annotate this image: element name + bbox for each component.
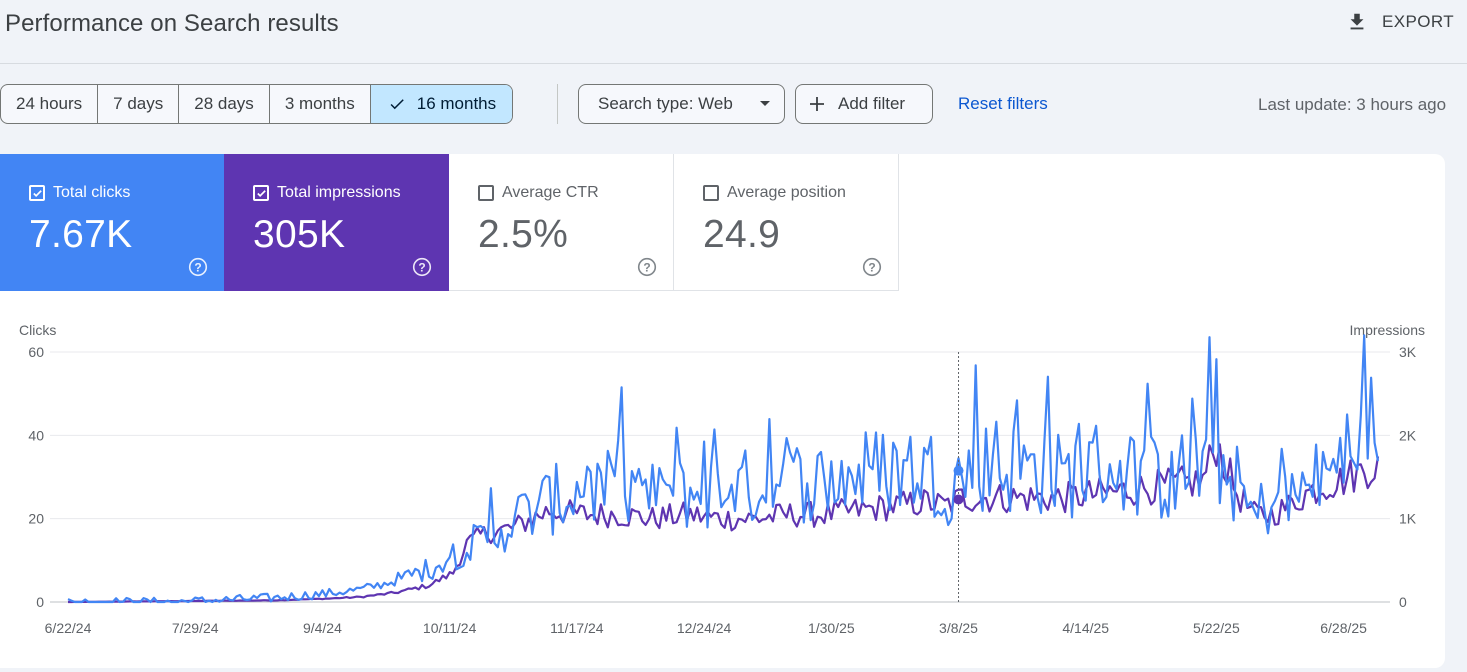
svg-text:?: ? bbox=[643, 260, 650, 274]
range-16-months[interactable]: 16 months bbox=[370, 85, 513, 123]
x-tick-label: 7/29/24 bbox=[172, 620, 219, 636]
impressions-hover-dot bbox=[953, 494, 964, 505]
performance-card: Total clicks 7.67K ? Total impressions 3… bbox=[0, 154, 1445, 668]
range-7-days[interactable]: 7 days bbox=[98, 85, 180, 123]
x-tick-label: 9/4/24 bbox=[303, 620, 342, 636]
metric-label: Total impressions bbox=[277, 184, 401, 201]
y-tick-label-left: 40 bbox=[28, 427, 44, 443]
checkbox-unchecked-icon[interactable] bbox=[478, 185, 494, 201]
metric-header: Average CTR bbox=[478, 184, 673, 202]
x-tick-label: 4/14/25 bbox=[1062, 620, 1109, 636]
x-tick-label: 1/30/25 bbox=[808, 620, 855, 636]
y-tick-label-right: 2K bbox=[1399, 427, 1417, 443]
export-label: EXPORT bbox=[1382, 12, 1454, 31]
svg-text:?: ? bbox=[194, 260, 201, 274]
page-title: Performance on Search results bbox=[5, 10, 339, 37]
x-tick-label: 6/28/25 bbox=[1320, 620, 1367, 636]
add-filter-label: Add filter bbox=[838, 94, 906, 113]
y-tick-label-left: 20 bbox=[28, 511, 44, 527]
metric-header: Average position bbox=[703, 184, 898, 202]
metric-header: Total impressions bbox=[253, 184, 449, 202]
y-tick-label-right: 3K bbox=[1399, 344, 1417, 360]
help-icon[interactable]: ? bbox=[188, 257, 208, 277]
plus-icon bbox=[810, 97, 824, 111]
header-divider bbox=[0, 63, 1467, 64]
help-icon[interactable]: ? bbox=[862, 257, 882, 277]
svg-text:?: ? bbox=[418, 260, 425, 274]
x-tick-label: 12/24/24 bbox=[677, 620, 732, 636]
y-axis-title-right: Impressions bbox=[1350, 322, 1425, 338]
metric-header: Total clicks bbox=[29, 184, 225, 202]
clicks-series-line bbox=[67, 334, 1380, 604]
metric-label: Average CTR bbox=[502, 184, 599, 201]
checkbox-checked-icon[interactable] bbox=[29, 185, 45, 201]
metric-value: 24.9 bbox=[703, 213, 781, 256]
range-label: 24 hours bbox=[16, 94, 83, 113]
range-label: 28 days bbox=[194, 94, 254, 113]
metric-value: 305K bbox=[253, 213, 346, 256]
toolbar-divider bbox=[557, 84, 558, 124]
download-icon bbox=[1350, 13, 1364, 30]
checkbox-unchecked-icon[interactable] bbox=[703, 185, 719, 201]
date-range-group: 24 hours 7 days 28 days 3 months 16 mont… bbox=[0, 84, 514, 124]
range-label: 7 days bbox=[113, 94, 164, 113]
search-type-label: Search type: Web bbox=[598, 94, 733, 113]
metric-label: Total clicks bbox=[53, 184, 131, 201]
y-axis-title-left: Clicks bbox=[19, 322, 56, 338]
impressions-series-line bbox=[68, 443, 1380, 604]
metric-value: 7.67K bbox=[29, 213, 133, 256]
range-24-hours[interactable]: 24 hours bbox=[1, 85, 99, 123]
range-label: 16 months bbox=[416, 94, 497, 113]
check-icon bbox=[390, 99, 404, 110]
checkbox-checked-icon[interactable] bbox=[253, 185, 269, 201]
metric-value: 2.5% bbox=[478, 213, 569, 256]
y-tick-label-right: 0 bbox=[1399, 594, 1407, 610]
help-icon[interactable]: ? bbox=[412, 257, 432, 277]
y-tick-label-left: 60 bbox=[28, 344, 44, 360]
metric-label: Average position bbox=[727, 184, 846, 201]
help-icon[interactable]: ? bbox=[637, 257, 657, 277]
metric-average-position[interactable]: Average position 24.9 ? bbox=[674, 154, 899, 291]
reset-filters-link[interactable]: Reset filters bbox=[958, 94, 1048, 113]
svg-text:?: ? bbox=[868, 260, 875, 274]
add-filter-button[interactable]: Add filter bbox=[795, 84, 933, 124]
search-type-dropdown[interactable]: Search type: Web bbox=[578, 84, 785, 124]
range-label: 3 months bbox=[284, 94, 355, 113]
export-button[interactable]: EXPORT bbox=[1346, 10, 1454, 34]
metric-total-clicks[interactable]: Total clicks 7.67K ? bbox=[0, 154, 225, 291]
last-update-text: Last update: 3 hours ago bbox=[1258, 95, 1447, 114]
clicks-hover-dot bbox=[953, 465, 964, 476]
metric-total-impressions[interactable]: Total impressions 305K ? bbox=[224, 154, 449, 291]
x-tick-label: 3/8/25 bbox=[939, 620, 978, 636]
y-tick-label-right: 1K bbox=[1399, 511, 1417, 527]
x-tick-label: 11/17/24 bbox=[550, 620, 604, 636]
range-3-months[interactable]: 3 months bbox=[270, 85, 371, 123]
y-tick-label-left: 0 bbox=[36, 594, 44, 610]
metric-average-ctr[interactable]: Average CTR 2.5% ? bbox=[449, 154, 674, 291]
range-28-days[interactable]: 28 days bbox=[179, 85, 270, 123]
x-tick-label: 10/11/24 bbox=[423, 620, 477, 636]
dropdown-arrow-icon bbox=[760, 101, 770, 106]
x-tick-label: 5/22/25 bbox=[1193, 620, 1240, 636]
x-tick-label: 6/22/24 bbox=[45, 620, 92, 636]
